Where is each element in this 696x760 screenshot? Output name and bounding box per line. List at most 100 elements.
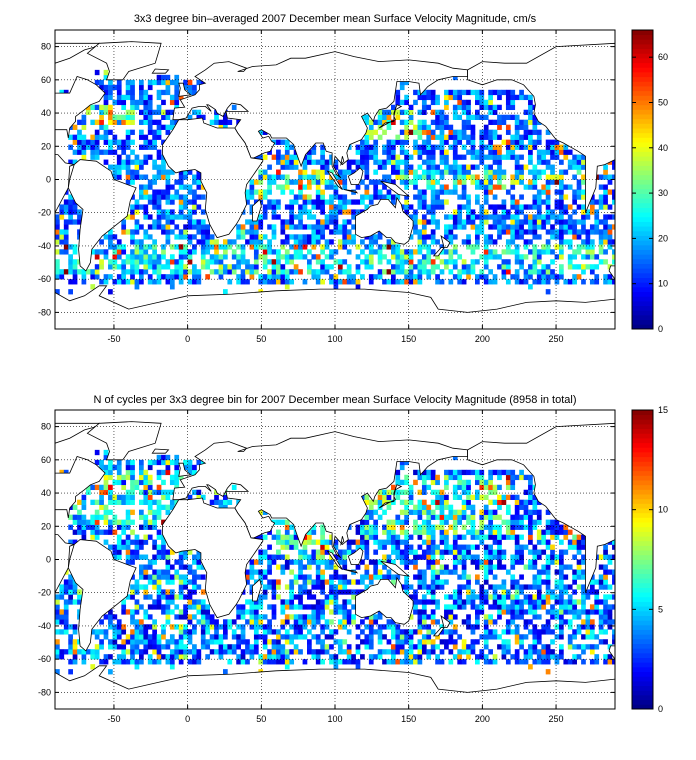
heatmap-cell: [559, 199, 564, 205]
heatmap-cell: [289, 224, 295, 230]
heatmap-cell: [607, 584, 613, 590]
heatmap-cell: [563, 619, 569, 625]
heatmap-cell: [130, 249, 135, 255]
heatmap-cell: [479, 219, 485, 225]
heatmap-cell: [267, 174, 272, 180]
heatmap-cell: [147, 129, 153, 135]
heatmap-cell: [245, 619, 250, 625]
heatmap-cell: [227, 659, 233, 665]
heatmap-cell: [85, 139, 91, 145]
heatmap-cell: [231, 649, 237, 655]
heatmap-cell: [152, 599, 157, 605]
heatmap-cell: [200, 249, 206, 255]
heatmap-cell: [545, 669, 551, 675]
heatmap-cell: [448, 614, 454, 620]
y-tick-label: -60: [38, 654, 51, 664]
heatmap-cell: [386, 244, 392, 250]
heatmap-cell: [280, 224, 286, 230]
heatmap-cell: [94, 274, 100, 280]
heatmap-cell: [430, 524, 436, 530]
heatmap-cell: [444, 89, 449, 96]
heatmap-cell: [457, 274, 463, 280]
heatmap-cell: [572, 264, 577, 270]
heatmap-cell: [68, 244, 73, 250]
heatmap-cell: [311, 269, 317, 275]
heatmap-cell: [152, 624, 157, 630]
heatmap-cell: [488, 489, 493, 496]
heatmap-cell: [488, 594, 493, 600]
heatmap-cell: [430, 619, 436, 625]
heatmap-cell: [581, 239, 586, 245]
heatmap-cell: [505, 494, 511, 500]
heatmap-cell: [108, 484, 113, 491]
heatmap-cell: [581, 209, 586, 215]
heatmap-cell: [417, 654, 423, 660]
heatmap-cell: [315, 194, 321, 200]
heatmap-cell: [550, 519, 555, 525]
heatmap-cell: [280, 644, 286, 650]
heatmap-cell: [435, 514, 440, 520]
heatmap-cell: [395, 159, 401, 165]
heatmap-cell: [280, 239, 286, 245]
heatmap-cell: [147, 499, 153, 505]
heatmap-cell: [452, 514, 458, 520]
heatmap-cell: [391, 164, 396, 170]
heatmap-cell: [156, 459, 162, 466]
heatmap-cell: [559, 194, 564, 200]
heatmap-cell: [395, 279, 401, 285]
heatmap-cell: [311, 559, 317, 565]
heatmap-cell: [116, 459, 122, 466]
heatmap-cell: [567, 204, 573, 210]
heatmap-cell: [452, 554, 458, 560]
heatmap-cell: [360, 274, 365, 280]
heatmap-cell: [165, 469, 171, 476]
heatmap-cell: [581, 254, 586, 260]
heatmap-cell: [271, 209, 277, 215]
heatmap-cell: [444, 124, 449, 130]
heatmap-cell: [523, 634, 529, 640]
heatmap-cell: [200, 254, 206, 260]
heatmap-cell: [143, 209, 149, 215]
heatmap-cell: [528, 514, 533, 520]
heatmap-cell: [607, 229, 613, 235]
heatmap-cell: [156, 104, 162, 111]
heatmap-cell: [165, 654, 171, 660]
heatmap-cell: [156, 499, 162, 505]
heatmap-cell: [223, 239, 228, 245]
heatmap-cell: [439, 169, 445, 175]
heatmap-cell: [545, 174, 551, 180]
heatmap-cell: [112, 464, 118, 471]
heatmap-cell: [514, 494, 520, 500]
heatmap-cell: [492, 469, 498, 476]
heatmap-cell: [143, 194, 149, 200]
heatmap-cell: [200, 494, 206, 500]
heatmap-cell: [421, 644, 427, 650]
heatmap-cell: [346, 619, 352, 625]
colorbar-segment: [632, 296, 653, 302]
heatmap-cell: [514, 579, 520, 585]
heatmap-cell: [196, 659, 202, 665]
heatmap-cell: [567, 529, 573, 535]
heatmap-cell: [426, 164, 432, 170]
heatmap-cell: [567, 159, 573, 165]
heatmap-cell: [488, 99, 493, 106]
colorbar-tick-label: 30: [658, 188, 668, 198]
heatmap-cell: [563, 549, 569, 555]
heatmap-cell: [364, 129, 370, 135]
heatmap-cell: [90, 529, 96, 535]
heatmap-cell: [523, 584, 529, 590]
heatmap-cell: [404, 589, 409, 595]
heatmap-cell: [585, 234, 591, 240]
heatmap-cell: [576, 549, 582, 555]
heatmap-cell: [612, 629, 615, 635]
heatmap-cell: [528, 499, 533, 505]
heatmap-cell: [550, 554, 555, 560]
heatmap-cell: [430, 239, 436, 245]
heatmap-cell: [165, 169, 171, 175]
heatmap-cell: [103, 159, 109, 165]
heatmap-cell: [130, 594, 135, 600]
heatmap-cell: [121, 479, 127, 486]
heatmap-cell: [501, 519, 507, 525]
landmass: [467, 42, 615, 213]
heatmap-cell: [421, 229, 427, 235]
